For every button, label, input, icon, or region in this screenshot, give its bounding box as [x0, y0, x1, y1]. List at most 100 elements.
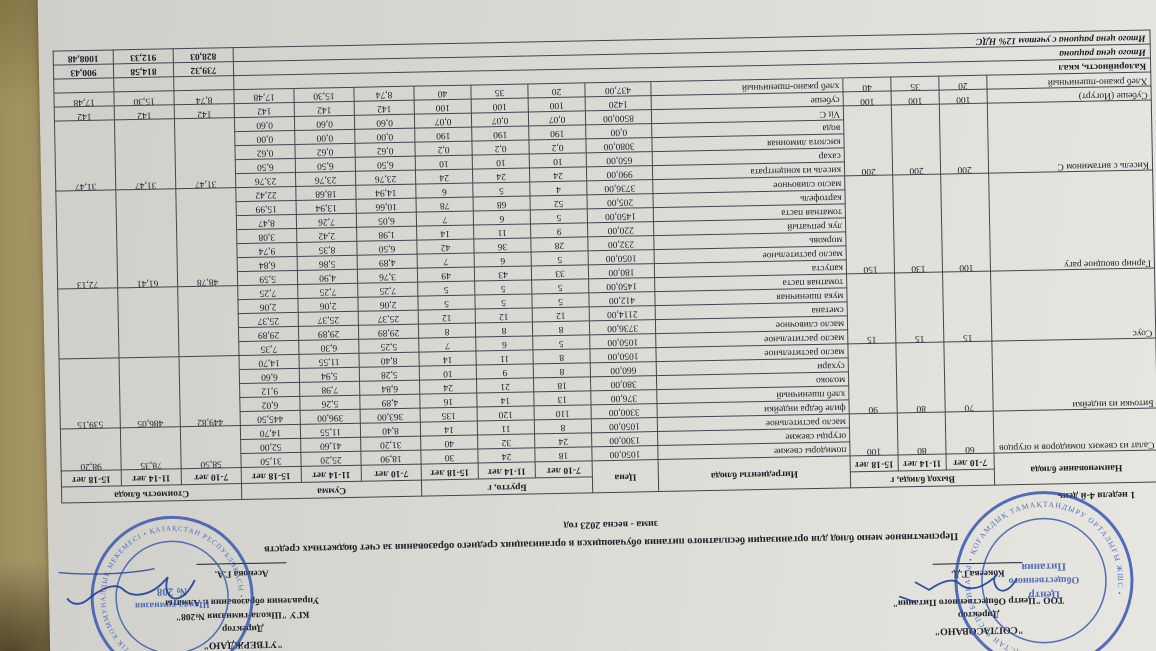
yield-cell: 200 — [843, 105, 893, 176]
price-cell: 1050,00 — [591, 445, 659, 461]
sum-cell: 2,42 — [296, 227, 357, 243]
sum-cell: 0,60 — [294, 115, 355, 131]
sum-cell: 2,06 — [237, 298, 299, 314]
sum-cell: 23,76 — [355, 170, 416, 186]
brutto-cell: 5 — [474, 293, 533, 310]
sum-cell: 13,94 — [296, 199, 357, 215]
brutto-cell: 0,07 — [414, 113, 472, 129]
age-col: 15-18 лет — [241, 466, 302, 484]
yield-cell: 100 — [891, 90, 940, 106]
brutto-cell: 0,2 — [528, 138, 587, 154]
sum-cell: 11,55 — [300, 423, 361, 439]
sum-cell: 8,40 — [358, 352, 420, 368]
yield-cell: 15 — [846, 272, 896, 344]
sum-cell: 363,00 — [360, 408, 421, 424]
sum-cell: 23,76 — [295, 171, 356, 187]
brutto-cell: 5 — [532, 334, 590, 350]
col-header-price: Цена — [592, 459, 659, 493]
brutto-cell: 68 — [473, 195, 531, 212]
sum-cell: 142 — [234, 102, 295, 118]
brutto-cell: 7 — [417, 253, 475, 269]
price-cell: 0,00 — [585, 123, 652, 139]
menu-table-body: Салат из свежих помидоров и огурцов 60 80 1… — [53, 30, 1156, 472]
age-col: 11-14 лет — [301, 465, 362, 483]
sum-cell: 0,00 — [354, 128, 415, 144]
price-cell: 412,00 — [588, 291, 656, 307]
brutto-cell: 8 — [475, 321, 533, 338]
cost-cell — [177, 285, 240, 357]
price-cell: 1050,00 — [591, 417, 658, 433]
price-cell: 205,00 — [587, 193, 654, 209]
age-col: 7-10 лет — [946, 453, 995, 471]
yield-cell: 70 — [943, 341, 994, 413]
sum-cell: 142 — [294, 101, 355, 117]
brutto-cell: 8 — [534, 418, 592, 434]
cost-cell: 15,30 — [113, 90, 175, 106]
age-col: 7-10 лет — [535, 460, 593, 478]
brutto-cell: 190 — [414, 127, 472, 143]
brutto-cell: 49 — [417, 267, 475, 283]
summary-value-cell: 828,03 — [173, 47, 234, 63]
yield-cell: 100 — [849, 412, 899, 456]
price-cell: 380,00 — [590, 375, 657, 391]
age-col: 11-14 лет — [898, 454, 947, 471]
price-cell: 3736,00 — [589, 319, 656, 335]
sum-cell: 14,70 — [240, 424, 301, 440]
price-cell: 220,00 — [587, 221, 654, 237]
brutto-cell: 8 — [533, 362, 591, 378]
summary-value-cell: 739,32 — [173, 61, 234, 77]
price-cell: 1050,00 — [588, 249, 655, 265]
yield-cell: 40 — [842, 77, 892, 92]
cost-cell: 61,41 — [115, 188, 178, 288]
sum-cell: 8,40 — [360, 422, 421, 438]
brutto-cell: 9 — [530, 222, 588, 238]
cost-cell: 58,50 — [180, 425, 242, 469]
brutto-cell: 24 — [472, 167, 530, 184]
brutto-cell: 20 — [527, 82, 586, 98]
yield-cell: 90 — [847, 342, 898, 414]
sum-cell: 8,47 — [236, 214, 297, 230]
document-content: "СОГЛАСОВАНО" Директор ТОО "Центр Общест… — [37, 0, 1156, 651]
yield-cell: 80 — [895, 342, 946, 413]
brutto-cell: 14 — [476, 391, 535, 408]
price-cell: 1050,00 — [589, 333, 656, 349]
summary-value-cell: 912,33 — [113, 48, 174, 64]
brutto-cell: 14 — [420, 421, 478, 437]
brutto-cell: 24 — [477, 447, 536, 463]
sum-cell: 3,76 — [357, 268, 418, 284]
price-cell: 232,00 — [587, 235, 655, 251]
brutto-cell: 18 — [534, 446, 593, 462]
brutto-cell: 0,2 — [414, 141, 473, 157]
price-cell: 2114,00 — [589, 305, 656, 321]
brutto-cell: 40 — [420, 435, 478, 451]
dish-name-cell: Гарнир овощное рагу — [988, 169, 1155, 272]
cost-cell: 142 — [54, 105, 115, 122]
brutto-cell: 135 — [420, 407, 478, 423]
cost-cell: 17,48 — [53, 91, 115, 108]
left-approval-signer: Кокеева Г.Д. — [932, 562, 1023, 580]
left-approval-title: "СОГЛАСОВАНО" — [934, 624, 1024, 637]
yield-cell: 100 — [843, 91, 892, 106]
brutto-cell: 0,07 — [471, 111, 529, 128]
sum-cell: 0,62 — [354, 142, 416, 158]
sum-cell: 6,05 — [356, 212, 417, 228]
brutto-cell: 6 — [475, 335, 533, 352]
brutto-cell: 6 — [474, 251, 532, 268]
brutto-cell: 12 — [418, 309, 476, 325]
summary-value-cell — [173, 75, 234, 91]
sum-cell: 7,25 — [297, 283, 358, 299]
approval-block-left: "СОГЛАСОВАНО" Директор ТОО "Центр Общест… — [823, 560, 1134, 640]
sum-cell: 25,20 — [300, 451, 362, 467]
sum-cell: 11,55 — [299, 353, 360, 369]
brutto-cell: 78 — [416, 197, 474, 213]
cost-cell: 142 — [114, 104, 175, 120]
sum-cell: 3,08 — [236, 228, 297, 244]
menu-table: Наименование блюда Выход блюда, г Ингред… — [53, 30, 1156, 504]
cost-cell: 72,13 — [55, 189, 118, 290]
sum-cell: 18,68 — [295, 185, 357, 201]
brutto-cell: 5 — [531, 292, 590, 308]
cost-cell: 98,20 — [60, 427, 122, 472]
brutto-cell: 5 — [474, 279, 532, 296]
brutto-cell: 28 — [530, 236, 589, 252]
brutto-cell: 0,07 — [528, 110, 586, 126]
